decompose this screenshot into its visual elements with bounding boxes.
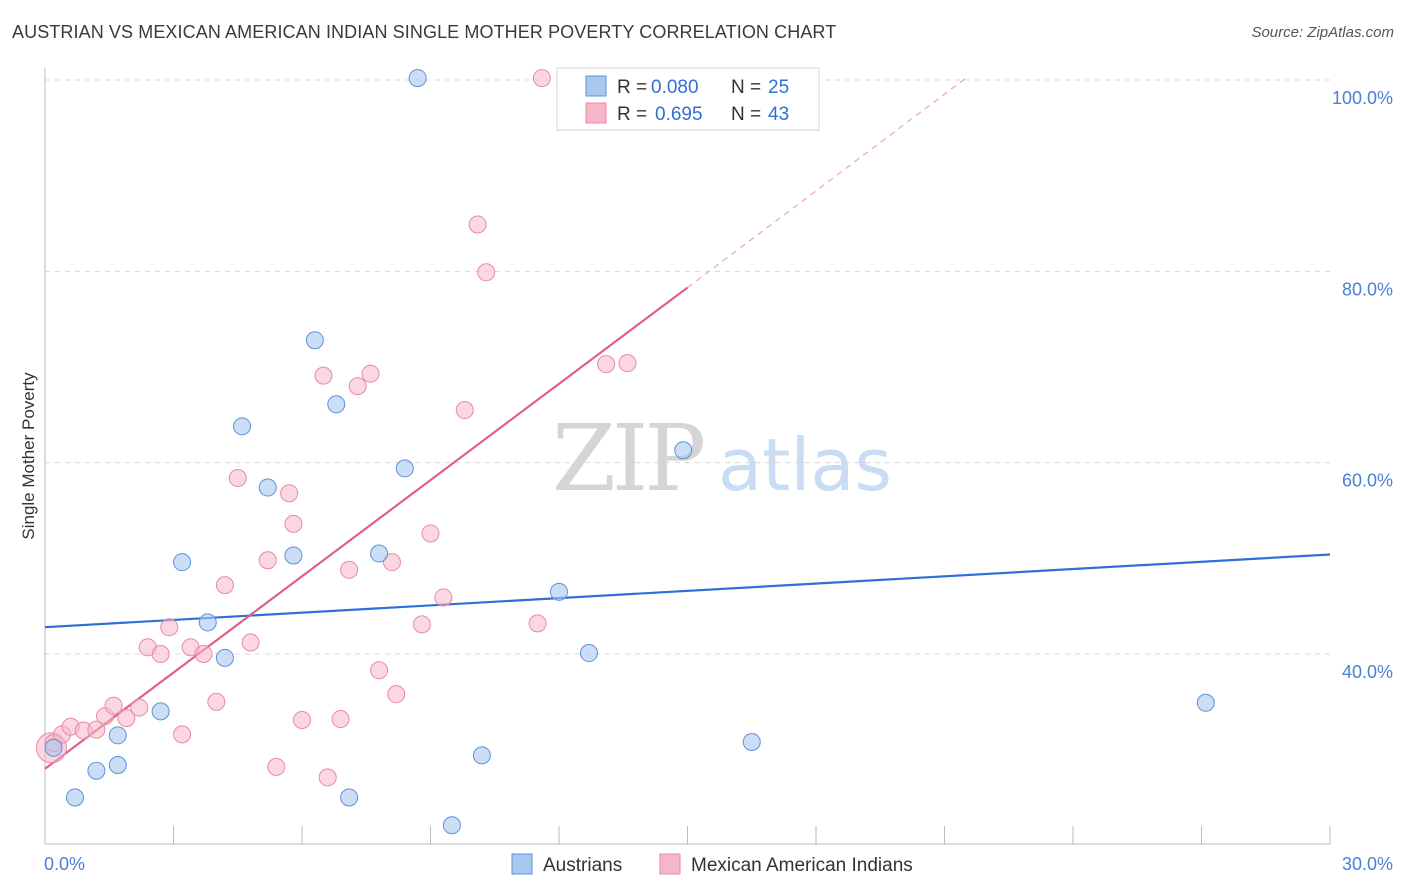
- point-mexican-american-indians-29: [361, 364, 380, 383]
- trend-line-mexican-american-indians: [44, 286, 689, 770]
- source-label: Source: ZipAtlas.com: [1251, 24, 1394, 41]
- point-austrians-23: [742, 733, 761, 752]
- point-mexican-american-indians-35: [434, 588, 453, 607]
- bottom-legend-mexican-american-indians: Mexican American Indians: [691, 855, 913, 876]
- point-mexican-american-indians-40: [532, 69, 551, 88]
- point-mexican-american-indians-32: [387, 685, 406, 704]
- legend: R = 0.080 N = 25 R = 0.695 N = 43: [556, 67, 820, 131]
- point-mexican-american-indians-17: [228, 468, 247, 487]
- point-mexican-american-indians-38: [477, 263, 496, 282]
- point-austrians-5: [151, 702, 170, 721]
- point-mexican-american-indians-19: [258, 551, 277, 570]
- point-mexican-american-indians-36: [455, 401, 474, 420]
- legend-r-value-1: 0.080: [651, 77, 699, 98]
- point-austrians-20: [550, 582, 568, 601]
- point-austrians-24: [1196, 693, 1215, 712]
- point-austrians-15: [370, 544, 389, 563]
- point-mexican-american-indians-6: [104, 696, 123, 715]
- point-mexican-american-indians-16: [215, 576, 234, 595]
- point-austrians-4: [108, 726, 127, 745]
- point-austrians-3: [108, 755, 127, 774]
- bottom-legend: Austrians Mexican American Indians: [511, 853, 913, 876]
- point-mexican-american-indians-39: [528, 614, 547, 633]
- point-austrians-7: [198, 613, 217, 632]
- legend-n-value-2: 43: [768, 104, 789, 125]
- point-austrians-22: [674, 441, 693, 460]
- legend-n-value-1: 25: [768, 77, 789, 98]
- point-austrians-6: [173, 553, 192, 572]
- point-mexican-american-indians-22: [284, 514, 303, 533]
- x-tick-label-1: 30.0%: [1342, 854, 1393, 874]
- point-austrians-2: [87, 761, 106, 780]
- point-mexican-american-indians-31: [382, 553, 401, 572]
- bottom-legend-swatch-austrians: [511, 853, 533, 875]
- point-austrians-13: [327, 395, 346, 414]
- point-austrians-19: [472, 746, 491, 765]
- point-mexican-american-indians-28: [348, 377, 367, 396]
- point-austrians-9: [233, 417, 252, 436]
- trend-line-extension-mexican-american-indians: [687, 77, 967, 289]
- point-mexican-american-indians-8: [130, 698, 149, 717]
- legend-swatch-mexican-american-indians: [585, 102, 607, 124]
- point-austrians-14: [340, 788, 359, 807]
- legend-r-label-2: R =: [617, 104, 647, 125]
- point-austrians-12: [305, 331, 324, 350]
- legend-swatch-austrians: [585, 75, 607, 97]
- trend-line-austrians: [44, 553, 1331, 629]
- watermark-atlas: atlas: [718, 423, 892, 507]
- point-mexican-american-indians-41: [597, 355, 616, 374]
- point-mexican-american-indians-42: [618, 354, 637, 373]
- point-mexican-american-indians-18: [241, 633, 260, 652]
- point-mexican-american-indians-26: [331, 710, 350, 729]
- point-mexican-american-indians-20: [267, 757, 286, 776]
- x-tick-labels: 0.0% 30.0%: [44, 854, 1393, 874]
- point-mexican-american-indians-14: [194, 645, 213, 663]
- legend-n-label-1: N =: [731, 77, 761, 98]
- point-austrians-21: [579, 644, 598, 663]
- point-mexican-american-indians-4: [87, 720, 106, 739]
- point-mexican-american-indians-10: [151, 645, 170, 663]
- y-tick-label-0: 40.0%: [1342, 662, 1393, 682]
- chart-title: AUSTRIAN VS MEXICAN AMERICAN INDIAN SING…: [12, 22, 837, 42]
- grid-lines: [45, 79, 1330, 655]
- point-austrians-1: [65, 788, 84, 807]
- bottom-legend-austrians: Austrians: [543, 855, 622, 876]
- point-mexican-american-indians-12: [173, 725, 192, 744]
- x-tick-label-0: 0.0%: [44, 854, 85, 874]
- y-axis-title: Single Mother Poverty: [19, 372, 38, 540]
- legend-r-value-2: 0.695: [655, 104, 703, 125]
- watermark: ZIP atlas: [552, 405, 892, 512]
- point-mexican-american-indians-30: [370, 661, 389, 680]
- point-mexican-american-indians-37: [468, 215, 487, 234]
- point-austrians-8: [215, 648, 234, 667]
- point-mexican-american-indians-34: [421, 524, 440, 543]
- point-mexican-american-indians-15: [207, 692, 226, 711]
- point-mexican-american-indians-23: [293, 711, 311, 730]
- trend-lines: [44, 77, 1331, 770]
- bottom-legend-swatch-mexican-american-indians: [659, 853, 681, 875]
- legend-n-label-2: N =: [731, 104, 761, 125]
- point-mexican-american-indians-7: [117, 709, 136, 728]
- point-austrians-16: [395, 459, 414, 478]
- point-austrians-11: [284, 546, 303, 565]
- point-austrians-10: [258, 478, 277, 497]
- point-mexican-american-indians-33: [412, 615, 431, 634]
- data-points: [35, 69, 1215, 835]
- point-mexican-american-indians-24: [314, 366, 333, 385]
- point-mexican-american-indians-25: [318, 768, 337, 787]
- y-tick-label-1: 60.0%: [1342, 471, 1393, 491]
- y-tick-label-3: 100.0%: [1332, 88, 1393, 108]
- point-mexican-american-indians-21: [280, 484, 299, 503]
- point-austrians-18: [442, 816, 461, 835]
- point-mexican-american-indians-27: [340, 560, 359, 579]
- y-tick-labels: 40.0% 60.0% 80.0% 100.0%: [1332, 88, 1393, 682]
- point-mexican-american-indians-11: [160, 618, 179, 637]
- y-tick-label-2: 80.0%: [1342, 279, 1393, 299]
- point-austrians-17: [408, 69, 427, 88]
- point-austrians-0: [44, 738, 63, 757]
- legend-r-label-1: R =: [617, 77, 647, 98]
- axes: [44, 68, 1331, 845]
